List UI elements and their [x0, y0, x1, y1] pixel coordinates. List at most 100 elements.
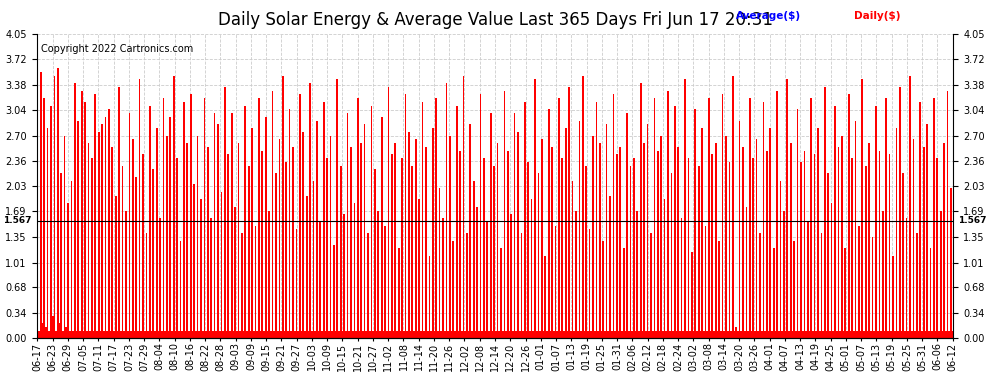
Bar — [62, 331, 63, 338]
Text: 1.567: 1.567 — [958, 216, 987, 225]
Bar — [590, 331, 592, 338]
Bar — [566, 331, 568, 338]
Bar — [467, 331, 469, 338]
Bar — [856, 331, 858, 338]
Bar — [82, 331, 84, 338]
Bar — [248, 166, 249, 338]
Bar — [141, 331, 143, 338]
Bar — [148, 331, 149, 338]
Bar — [444, 331, 446, 338]
Bar — [665, 331, 667, 338]
Bar — [712, 154, 713, 338]
Bar — [161, 331, 162, 338]
Bar — [529, 331, 531, 338]
Bar — [474, 331, 476, 338]
Bar — [737, 331, 739, 338]
Bar — [136, 177, 137, 338]
Bar — [696, 331, 698, 338]
Bar — [689, 331, 691, 338]
Bar — [55, 331, 57, 338]
Bar — [358, 331, 360, 338]
Bar — [185, 331, 186, 338]
Bar — [355, 331, 357, 338]
Bar — [941, 331, 943, 338]
Bar — [540, 331, 541, 338]
Bar — [127, 331, 129, 338]
Bar — [403, 331, 405, 338]
Bar — [49, 331, 50, 338]
Bar — [660, 136, 662, 338]
Bar — [745, 207, 747, 338]
Bar — [623, 248, 625, 338]
Bar — [749, 98, 750, 338]
Bar — [781, 331, 783, 338]
Bar — [320, 222, 321, 338]
Bar — [287, 331, 289, 338]
Bar — [679, 331, 681, 338]
Bar — [325, 331, 327, 338]
Bar — [455, 106, 457, 338]
Bar — [422, 102, 424, 338]
Bar — [684, 80, 686, 338]
Bar — [401, 158, 403, 338]
Bar — [688, 158, 689, 338]
Bar — [523, 331, 524, 338]
Bar — [339, 331, 340, 338]
Bar — [800, 162, 802, 338]
Bar — [916, 233, 918, 338]
Bar — [143, 154, 144, 338]
Bar — [171, 331, 173, 338]
Bar — [841, 136, 842, 338]
Bar — [747, 331, 749, 338]
Bar — [950, 188, 951, 338]
Bar — [741, 331, 742, 338]
Bar — [584, 331, 585, 338]
Bar — [851, 158, 853, 338]
Bar — [565, 128, 566, 338]
Bar — [389, 331, 391, 338]
Bar — [382, 331, 384, 338]
Bar — [381, 117, 382, 338]
Bar — [214, 113, 216, 338]
Bar — [327, 158, 328, 338]
Bar — [762, 102, 764, 338]
Bar — [911, 331, 913, 338]
Bar — [923, 147, 925, 338]
Bar — [620, 147, 621, 338]
Bar — [774, 331, 776, 338]
Bar — [365, 331, 367, 338]
Bar — [729, 162, 731, 338]
Bar — [50, 106, 51, 338]
Bar — [330, 136, 332, 338]
Bar — [871, 237, 873, 338]
Bar — [464, 331, 466, 338]
Bar — [543, 331, 545, 338]
Bar — [192, 331, 193, 338]
Bar — [616, 154, 618, 338]
Bar — [157, 331, 159, 338]
Bar — [251, 128, 253, 338]
Bar — [795, 331, 797, 338]
Bar — [734, 331, 736, 338]
Bar — [505, 331, 507, 338]
Bar — [577, 331, 578, 338]
Bar — [570, 331, 571, 338]
Bar — [429, 256, 431, 338]
Bar — [176, 158, 178, 338]
Bar — [195, 331, 197, 338]
Bar — [909, 76, 911, 338]
Bar — [120, 331, 122, 338]
Bar — [337, 80, 339, 338]
Bar — [635, 331, 637, 338]
Bar — [651, 331, 653, 338]
Bar — [420, 331, 422, 338]
Bar — [908, 331, 909, 338]
Bar — [74, 83, 75, 338]
Bar — [443, 218, 444, 338]
Bar — [417, 331, 419, 338]
Bar — [578, 121, 580, 338]
Bar — [301, 331, 302, 338]
Bar — [587, 331, 589, 338]
Bar — [490, 113, 492, 338]
Bar — [103, 331, 105, 338]
